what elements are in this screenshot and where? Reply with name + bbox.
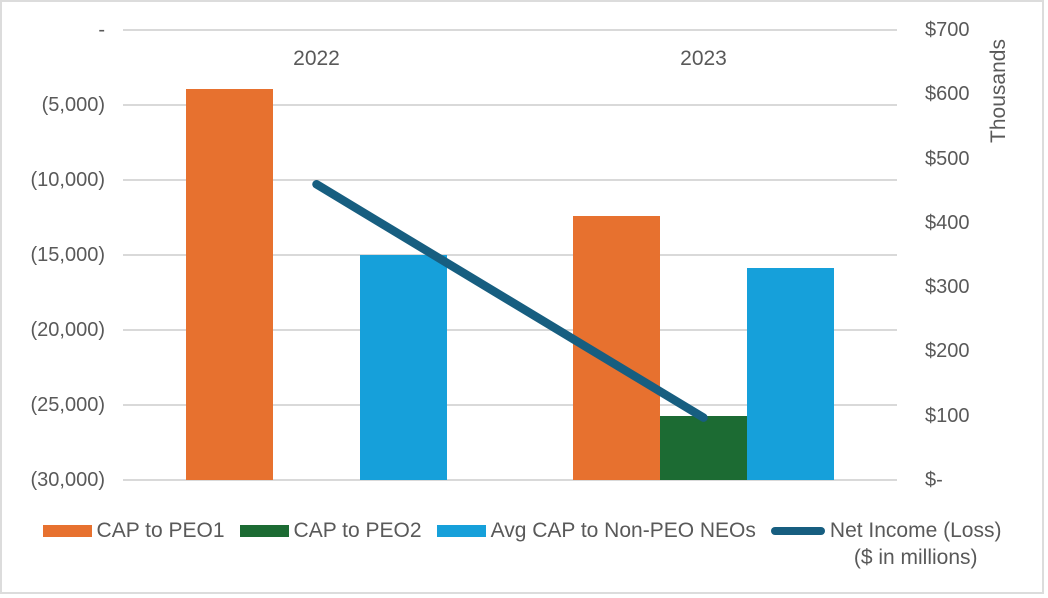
right-axis-tick-label: $- (925, 469, 943, 491)
right-axis-tick-label: $600 (925, 83, 970, 106)
left-axis-tick-label: (15,000) (30, 244, 106, 266)
legend: CAP to PEO1 CAP to PEO2 Avg CAP to Non-PEO… (2, 517, 1042, 571)
right-axis-tick-label: $500 (925, 147, 970, 170)
bar-cap-to-peo1-2023 (573, 216, 660, 480)
category-axis: 2022 2023 (2, 2, 1042, 592)
right-axis-tick-label: $200 (925, 340, 970, 363)
gridline (123, 29, 897, 31)
legend-swatch-cap-to-peo2 (239, 525, 289, 537)
legend-label: CAP to PEO1 (96, 519, 225, 542)
right-axis-tick-label: $700 (925, 19, 970, 41)
left-axis-tick-label: (10,000) (30, 169, 106, 191)
legend-label: Avg CAP to Non-PEO NEOs (490, 519, 756, 542)
legend-swatch-cap-to-peo1 (42, 525, 92, 537)
legend-swatch-avg-cap-to-non-peo-neos (436, 525, 486, 537)
bar-cap-to-peo1-2022 (186, 89, 273, 480)
legend-label: Net Income (Loss) (829, 519, 1002, 542)
left-axis-tick-label: - (98, 19, 105, 41)
legend-item-avg-cap-to-non-peo-neos: Avg CAP to Non-PEO NEOs (436, 517, 756, 544)
bar-cap-to-peo2-2023 (660, 415, 747, 480)
category-label-2022: 2022 (293, 47, 340, 70)
left-axis-tick-label: (25,000) (30, 394, 106, 416)
gridline (123, 479, 897, 481)
legend-label: CAP to PEO2 (293, 519, 422, 542)
legend-swatch-net-income-loss (770, 527, 825, 535)
right-axis: $700 $600 $500 $400 $300 $200 $100 $- (2, 2, 1042, 592)
bar-avg-cap-to-non-peo-neos-2022 (360, 255, 447, 480)
gridline (123, 179, 897, 181)
gridline (123, 104, 897, 106)
right-axis-tick-label: $400 (925, 211, 970, 234)
category-label-2023: 2023 (680, 47, 727, 70)
legend-item-cap-to-peo2: CAP to PEO2 (239, 517, 422, 544)
legend-item-net-income-loss: Net Income (Loss) ($ in millions) (770, 517, 1002, 571)
left-axis-tick-label: (20,000) (30, 319, 106, 341)
right-axis-tick-label: $100 (925, 404, 970, 427)
left-axis-tick-label: (30,000) (30, 469, 106, 491)
legend-label-line2: ($ in millions) (853, 546, 978, 569)
left-axis-tick-label: (5,000) (41, 94, 105, 116)
legend-item-cap-to-peo1: CAP to PEO1 (42, 517, 225, 544)
right-axis-tick-label: $300 (925, 276, 970, 299)
bars-layer (2, 2, 1042, 592)
bar-avg-cap-to-non-peo-neos-2023 (747, 267, 834, 480)
left-axis: - (5,000) (10,000) (15,000) (20,000) (25,000)… (2, 2, 1042, 592)
